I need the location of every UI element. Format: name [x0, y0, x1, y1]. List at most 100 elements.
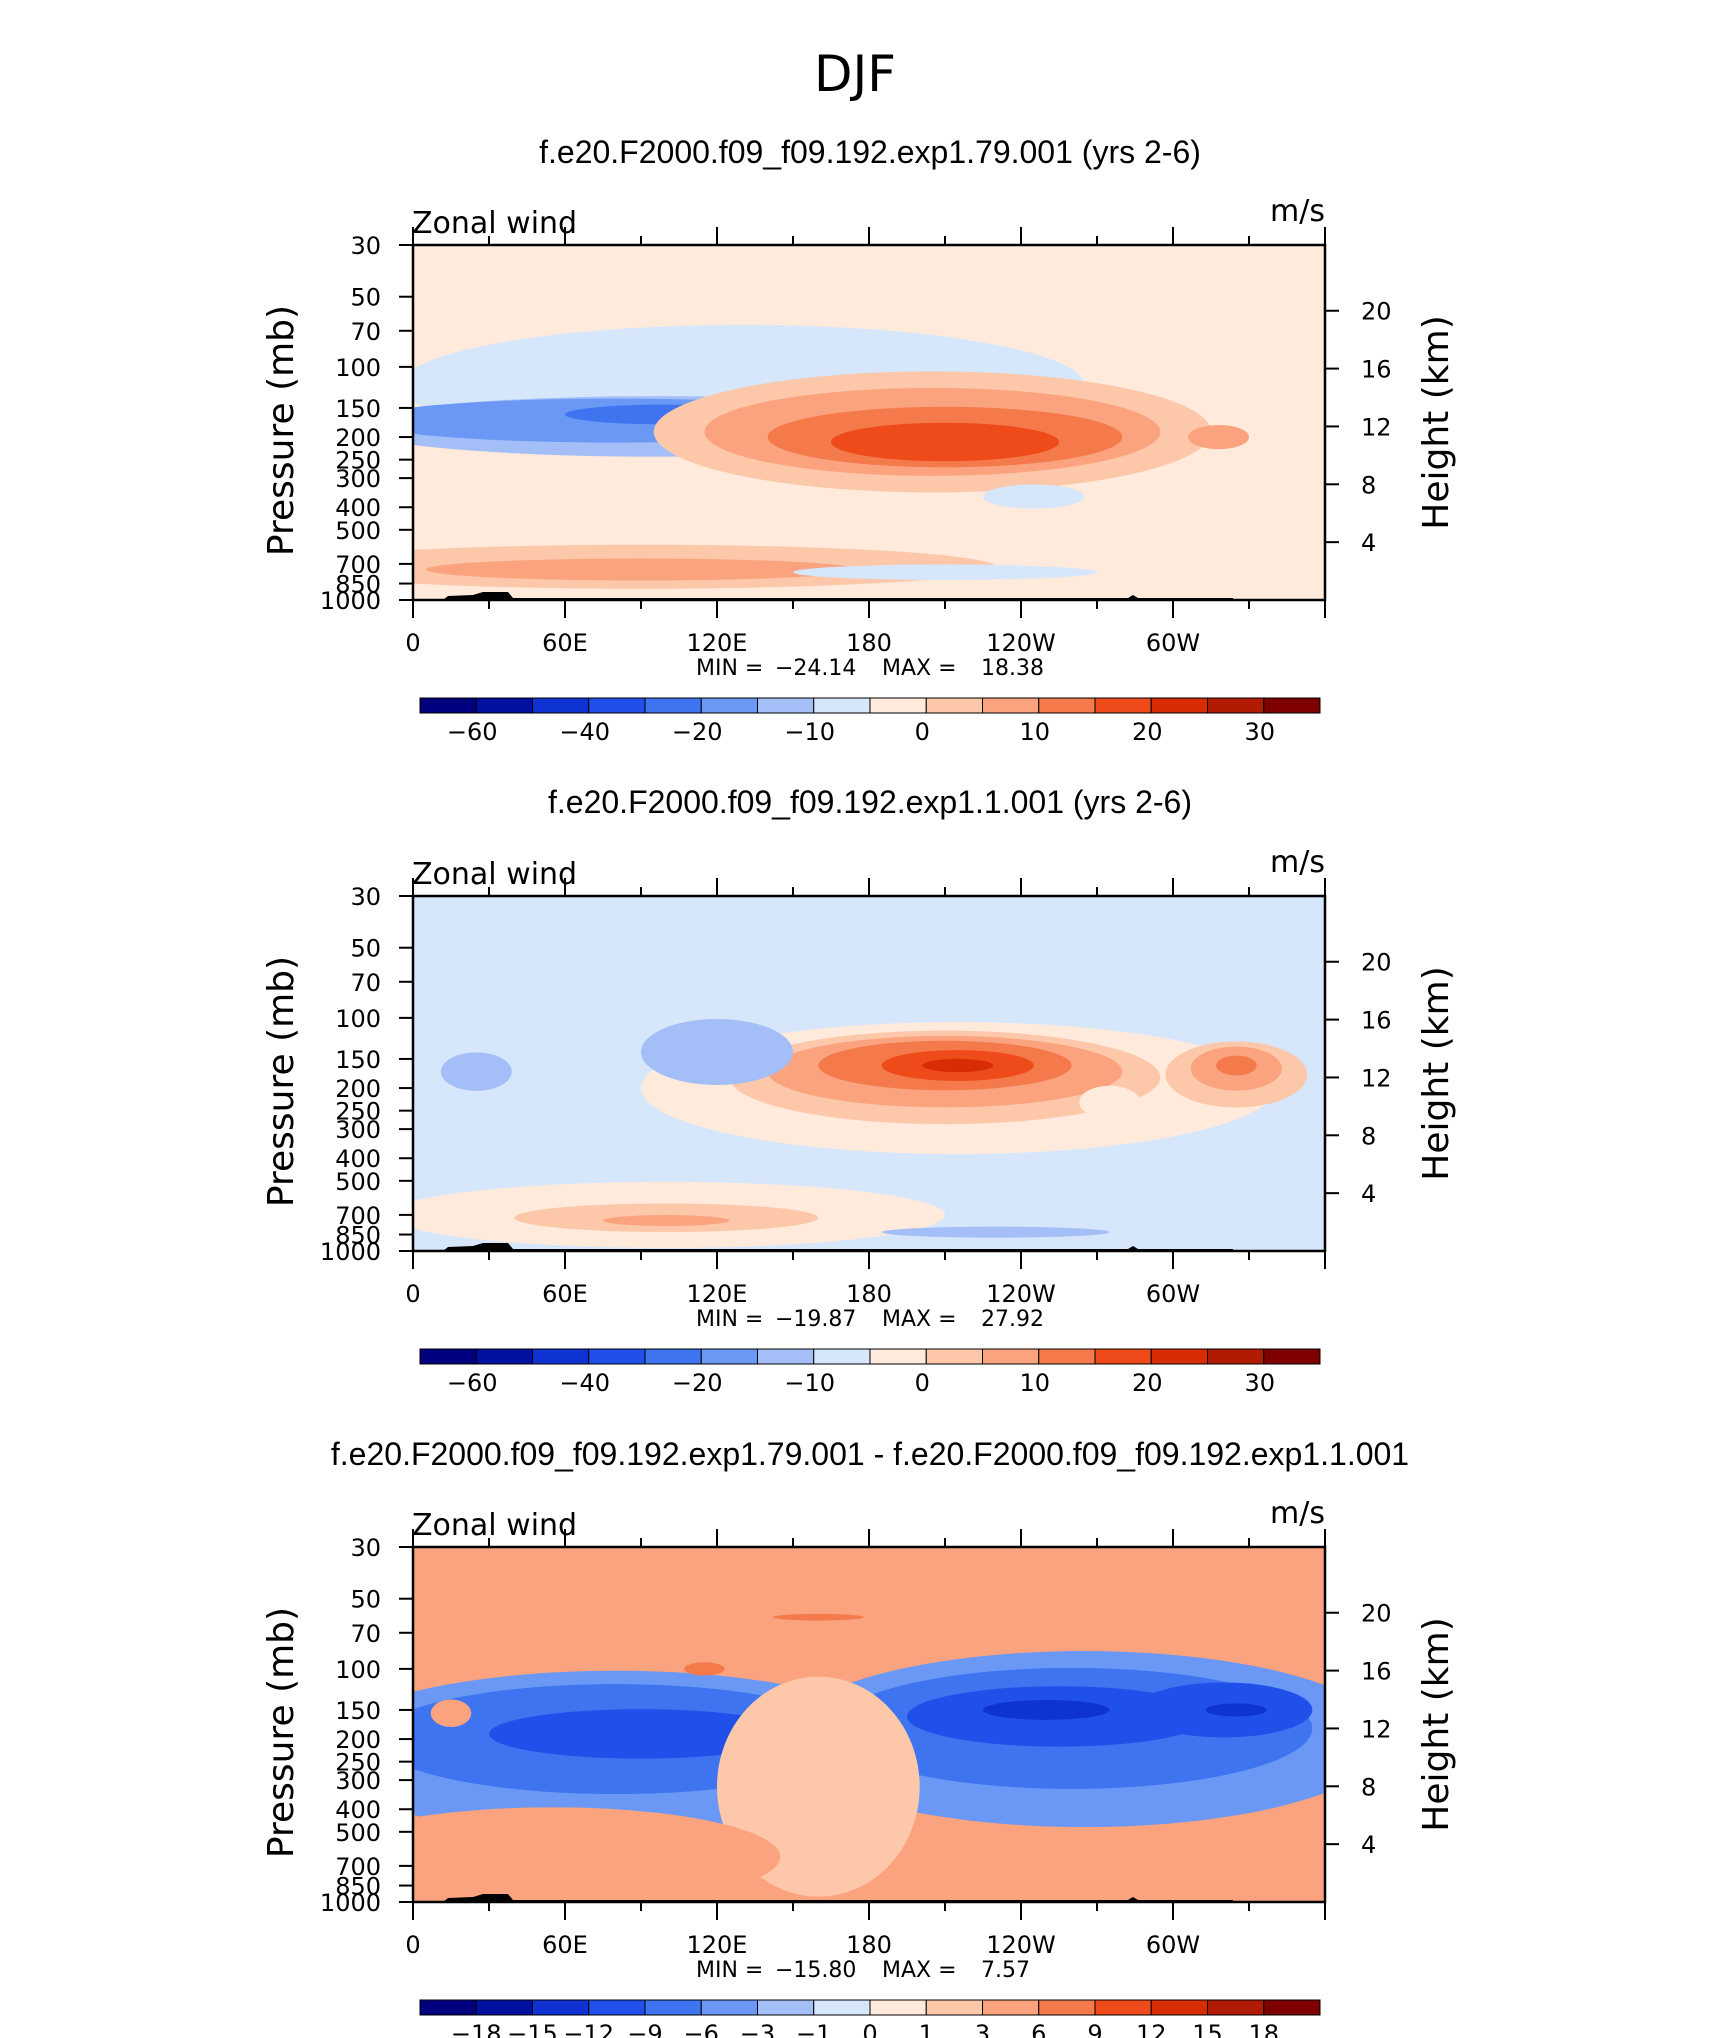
- panel-3: f.e20.F2000.f09_f09.192.exp1.79.001 - f.…: [261, 1436, 1457, 2038]
- colorbar-swatch: [1094, 1999, 1152, 2016]
- x-tick-label: 120W: [986, 1280, 1056, 1308]
- colorbar-label: −1: [796, 2020, 831, 2038]
- y-tick-label: 200: [335, 1075, 381, 1103]
- units-label: m/s: [1270, 1496, 1325, 1531]
- colorbar-label: −60: [447, 1369, 498, 1397]
- y2-tick-label: 12: [1361, 413, 1392, 441]
- panel-1: f.e20.F2000.f09_f09.192.exp1.79.001 (yrs…: [261, 134, 1457, 746]
- y-tick-label: 100: [335, 354, 381, 382]
- y-tick-label: 1000: [320, 1238, 381, 1266]
- max-label: MAX =: [882, 1307, 957, 1332]
- y-tick-label: 50: [350, 284, 381, 312]
- colorbar: −18 −15 −12 −9 −6 −3 −1 0 1 3 6 9 12 15 18: [419, 1999, 1321, 2038]
- panel-title: f.e20.F2000.f09_f09.192.exp1.79.001 (yrs…: [539, 134, 1201, 170]
- x-tick-label: 120W: [986, 1931, 1056, 1959]
- max-label: MAX =: [882, 656, 957, 681]
- colorbar-swatch: [1263, 1999, 1321, 2016]
- x-tick-label: 180: [846, 629, 892, 657]
- units-label: m/s: [1270, 845, 1325, 880]
- colorbar-swatch: [1150, 1999, 1208, 2016]
- colorbar-label: −3: [740, 2020, 775, 2038]
- y2-tick-label: 8: [1361, 471, 1376, 499]
- y-tick-label: 100: [335, 1005, 381, 1033]
- colorbar-swatch: [869, 1348, 927, 1365]
- contour-region: [641, 1018, 793, 1085]
- colorbar-label: 9: [1087, 2020, 1102, 2038]
- colorbar-swatch: [982, 697, 1040, 714]
- contour-region: [603, 1215, 730, 1227]
- colorbar-swatch: [1207, 1348, 1265, 1365]
- colorbar-swatch: [419, 1999, 477, 2016]
- colorbar-label: −20: [672, 718, 723, 746]
- y-tick-label: 150: [335, 395, 381, 423]
- colorbar-label: 30: [1244, 1369, 1275, 1397]
- colorbar-swatch: [813, 1348, 871, 1365]
- colorbar-swatch: [419, 697, 477, 714]
- y2-tick-label: 4: [1361, 1180, 1376, 1208]
- y-tick-label: 150: [335, 1697, 381, 1725]
- colorbar-swatch: [813, 1999, 871, 2016]
- y2-tick-label: 12: [1361, 1064, 1392, 1092]
- contour-region: [1079, 1085, 1141, 1119]
- colorbar-label: −6: [684, 2020, 719, 2038]
- max-label: MAX =: [882, 1958, 957, 1983]
- contour-region: [440, 1052, 512, 1091]
- y2-axis-title: Height (km): [1416, 966, 1457, 1180]
- colorbar-swatch: [475, 1348, 533, 1365]
- x-tick-label: 0: [405, 1280, 420, 1308]
- y-tick-label: 850: [335, 571, 381, 599]
- colorbar-swatch: [1150, 1348, 1208, 1365]
- colorbar-label: 3: [975, 2020, 990, 2038]
- colorbar-swatch: [1150, 697, 1208, 714]
- colorbar-swatch: [1038, 1348, 1096, 1365]
- colorbar-swatch: [757, 1999, 815, 2016]
- colorbar-swatch: [475, 697, 533, 714]
- y-tick-label: 400: [335, 1796, 381, 1824]
- y-tick-label: 400: [335, 494, 381, 522]
- colorbar-label: 18: [1248, 2020, 1279, 2038]
- x-tick-label: 180: [846, 1280, 892, 1308]
- y-tick-label: 50: [350, 935, 381, 963]
- colorbar-swatch: [644, 1348, 702, 1365]
- max-value: 7.57: [981, 1958, 1030, 1983]
- y-axis-title: Pressure (mb): [261, 956, 302, 1207]
- colorbar-swatch: [1038, 1999, 1096, 2016]
- contour-region: [430, 1699, 472, 1728]
- colorbar-swatch: [869, 697, 927, 714]
- colorbar-swatch: [925, 1999, 983, 2016]
- y-tick-label: 300: [335, 1767, 381, 1795]
- colorbar-swatch: [700, 697, 758, 714]
- y-tick-label: 250: [335, 1098, 381, 1126]
- colorbar-swatch: [532, 1999, 590, 2016]
- y-tick-label: 850: [335, 1222, 381, 1250]
- x-tick-label: 120W: [986, 629, 1056, 657]
- x-tick-label: 180: [846, 1931, 892, 1959]
- y-tick-label: 70: [350, 1620, 381, 1648]
- colorbar-swatch: [644, 697, 702, 714]
- colorbar-label: −12: [563, 2020, 614, 2038]
- colorbar-label: −9: [627, 2020, 662, 2038]
- y-tick-label: 500: [335, 1168, 381, 1196]
- y-tick-label: 700: [335, 551, 381, 579]
- colorbar-swatch: [475, 1999, 533, 2016]
- x-tick-label: 60W: [1146, 1931, 1200, 1959]
- colorbar-swatch: [1038, 697, 1096, 714]
- y-tick-label: 250: [335, 1749, 381, 1777]
- units-label: m/s: [1270, 194, 1325, 229]
- colorbar-swatch: [869, 1999, 927, 2016]
- min-label: MIN =: [696, 1307, 763, 1332]
- y-tick-label: 850: [335, 1873, 381, 1901]
- colorbar-swatch: [757, 697, 815, 714]
- colorbar-label: 12: [1136, 2020, 1167, 2038]
- colorbar-label: 1: [919, 2020, 934, 2038]
- y-tick-label: 30: [350, 232, 381, 260]
- x-tick-label: 0: [405, 1931, 420, 1959]
- y-tick-label: 1000: [320, 587, 381, 615]
- x-tick-label: 60W: [1146, 1280, 1200, 1308]
- colorbar-swatch: [757, 1348, 815, 1365]
- variable-label: Zonal wind: [412, 206, 577, 241]
- colorbar-label: −60: [447, 718, 498, 746]
- min-label: MIN =: [696, 656, 763, 681]
- min-value: −24.14: [775, 656, 856, 681]
- x-tick-label: 60E: [542, 1931, 588, 1959]
